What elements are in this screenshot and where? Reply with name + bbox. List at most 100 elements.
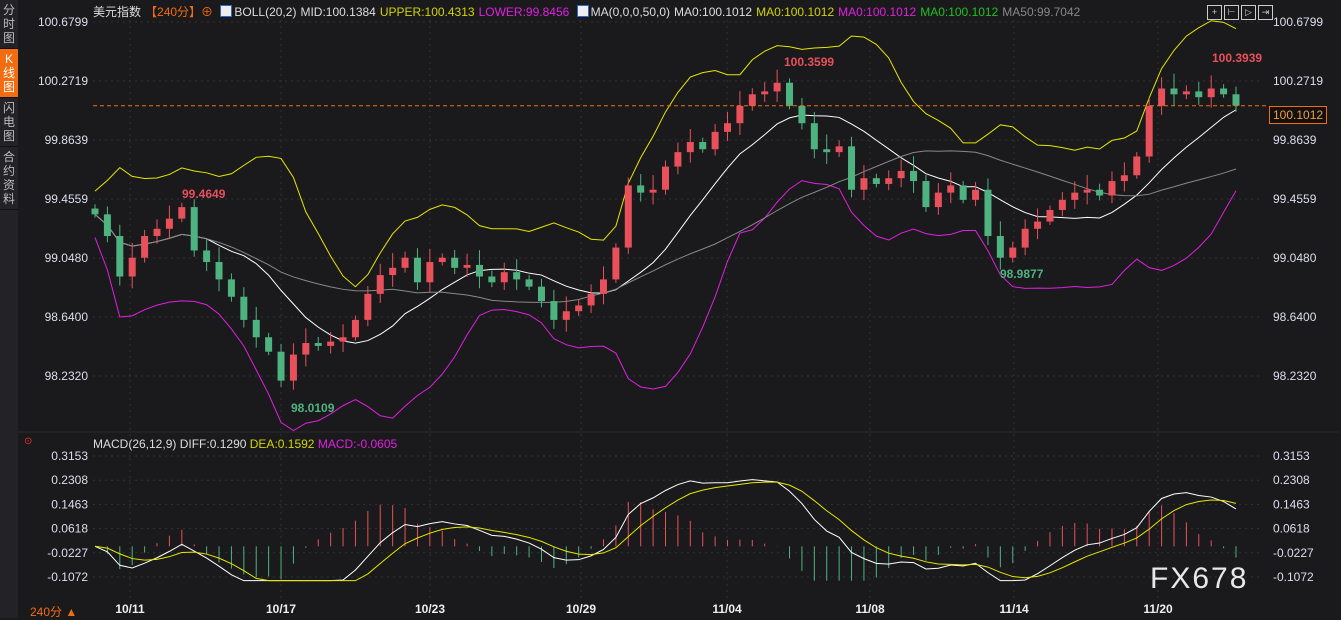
candle-body: [798, 105, 806, 124]
candle-body: [475, 264, 483, 277]
x-tick-label: 10/23: [415, 602, 445, 616]
macd-y-tick-label: 0.2308: [1273, 473, 1310, 487]
candle-body: [1096, 189, 1104, 196]
candle-body: [662, 166, 669, 190]
candle-body: [736, 105, 744, 124]
candle-body: [364, 293, 372, 320]
ma-value: MA0:100.1012: [920, 5, 999, 19]
candle-body: [401, 257, 409, 268]
price-annotation: 98.9877: [1000, 267, 1044, 281]
candle-body: [327, 341, 335, 346]
candle-body: [711, 131, 719, 150]
candle-body: [674, 152, 682, 167]
candle-body: [1182, 91, 1190, 95]
tab-k-line[interactable]: K线图: [0, 49, 18, 98]
macd-y-tick-label: -0.0227: [47, 546, 88, 560]
timeframe-selector[interactable]: 240分 ▲: [30, 605, 78, 619]
y-tick-label: 99.4559: [45, 192, 89, 206]
candle-body: [302, 343, 310, 355]
candle-body: [550, 301, 558, 320]
candle-body: [786, 82, 794, 106]
tab-contract-info[interactable]: 合约资料: [0, 147, 18, 210]
candle-body: [351, 319, 359, 338]
boll-lower: LOWER:99.8456: [478, 5, 570, 19]
candle-body: [587, 293, 595, 306]
zoom-fit-icon[interactable]: ⊢: [1224, 5, 1239, 20]
candle-body: [513, 272, 521, 280]
toolbar: + ⊢ ▷ ⇥: [1207, 2, 1275, 20]
macd-legend: MACD(26,12,9) DIFF:0.1290 DEA:0.1592 MAC…: [93, 437, 397, 451]
macd-y-tick-label: -0.0227: [1273, 546, 1314, 560]
ma50-value: MA50:99.7042: [1002, 5, 1081, 19]
candle-body: [748, 94, 756, 106]
candle-body: [252, 319, 260, 338]
candle-body: [562, 311, 570, 320]
play-icon[interactable]: ▷: [1241, 5, 1256, 20]
candle-body: [451, 257, 459, 268]
tab-time-chart[interactable]: 分时图: [0, 0, 18, 49]
indicator-icon[interactable]: [576, 5, 589, 17]
candle-body: [289, 354, 297, 381]
candle-body: [1133, 156, 1141, 176]
candle-body: [141, 236, 149, 258]
candle-body: [265, 337, 273, 352]
settings-icon[interactable]: ⊕: [201, 5, 214, 19]
candle-body: [575, 305, 583, 312]
candle-body: [426, 262, 434, 283]
candle-body: [724, 123, 732, 132]
candle-body: [1009, 247, 1017, 258]
y-tick-label: 99.0480: [45, 251, 89, 265]
candle-body: [488, 276, 496, 283]
y-tick-label: 98.6400: [45, 310, 89, 324]
x-tick-label: 10/17: [266, 602, 296, 616]
candle-body: [860, 178, 868, 190]
candle-body: [339, 337, 347, 342]
y-tick-label: 99.4559: [1273, 192, 1317, 206]
candle-body: [1170, 88, 1178, 95]
x-tick-label: 11/08: [855, 602, 885, 616]
candle-body: [91, 208, 99, 215]
candle-body: [1120, 175, 1128, 182]
candle-body: [835, 146, 843, 153]
indicator-icon[interactable]: [220, 5, 233, 17]
candle-body: [972, 189, 980, 200]
macd-y-tick-label: 0.1463: [51, 497, 88, 511]
indicator-settings-icon[interactable]: ⊙: [24, 436, 33, 447]
candle-body: [872, 178, 880, 184]
candle-body: [910, 170, 918, 182]
candle-body: [1058, 199, 1066, 210]
candle-body: [959, 185, 967, 200]
candle-body: [1232, 94, 1240, 106]
y-tick-label: 98.2320: [45, 369, 89, 383]
macd-y-tick-label: 0.0618: [51, 522, 88, 536]
crosshair-icon[interactable]: +: [1207, 5, 1222, 20]
price-annotation: 99.4649: [182, 187, 226, 201]
candle-body: [1071, 192, 1079, 200]
macd-y-tick-label: -0.1072: [1273, 570, 1314, 584]
candle-body: [599, 279, 607, 294]
boll-upper: UPPER:100.4313: [379, 5, 475, 19]
y-tick-label: 100.6799: [1273, 15, 1323, 29]
candle-body: [190, 207, 198, 251]
candle-body: [463, 264, 471, 268]
y-tick-label: 99.8639: [45, 133, 89, 147]
candle-body: [376, 275, 384, 294]
candle-body: [1108, 181, 1116, 196]
candle-body: [1207, 88, 1215, 98]
ma-value: MA0:100.1012: [756, 5, 835, 19]
macd-y-tick-label: 0.0618: [1273, 522, 1310, 536]
candle-body: [934, 192, 942, 208]
macd-dea: DEA:0.1592: [249, 437, 315, 451]
macd-y-tick-label: 0.1463: [1273, 497, 1310, 511]
y-tick-label: 99.0480: [1273, 251, 1317, 265]
candle-body: [240, 296, 248, 320]
candle-body: [203, 250, 211, 263]
candle-body: [922, 181, 930, 208]
tab-flash-chart[interactable]: 闪电图: [0, 98, 18, 147]
macd-y-tick-label: -0.1072: [47, 570, 88, 584]
macd-y-tick-label: 0.2308: [51, 473, 88, 487]
candle-body: [1021, 228, 1029, 248]
exit-icon[interactable]: ⇥: [1258, 5, 1273, 20]
candle-body: [314, 343, 322, 346]
